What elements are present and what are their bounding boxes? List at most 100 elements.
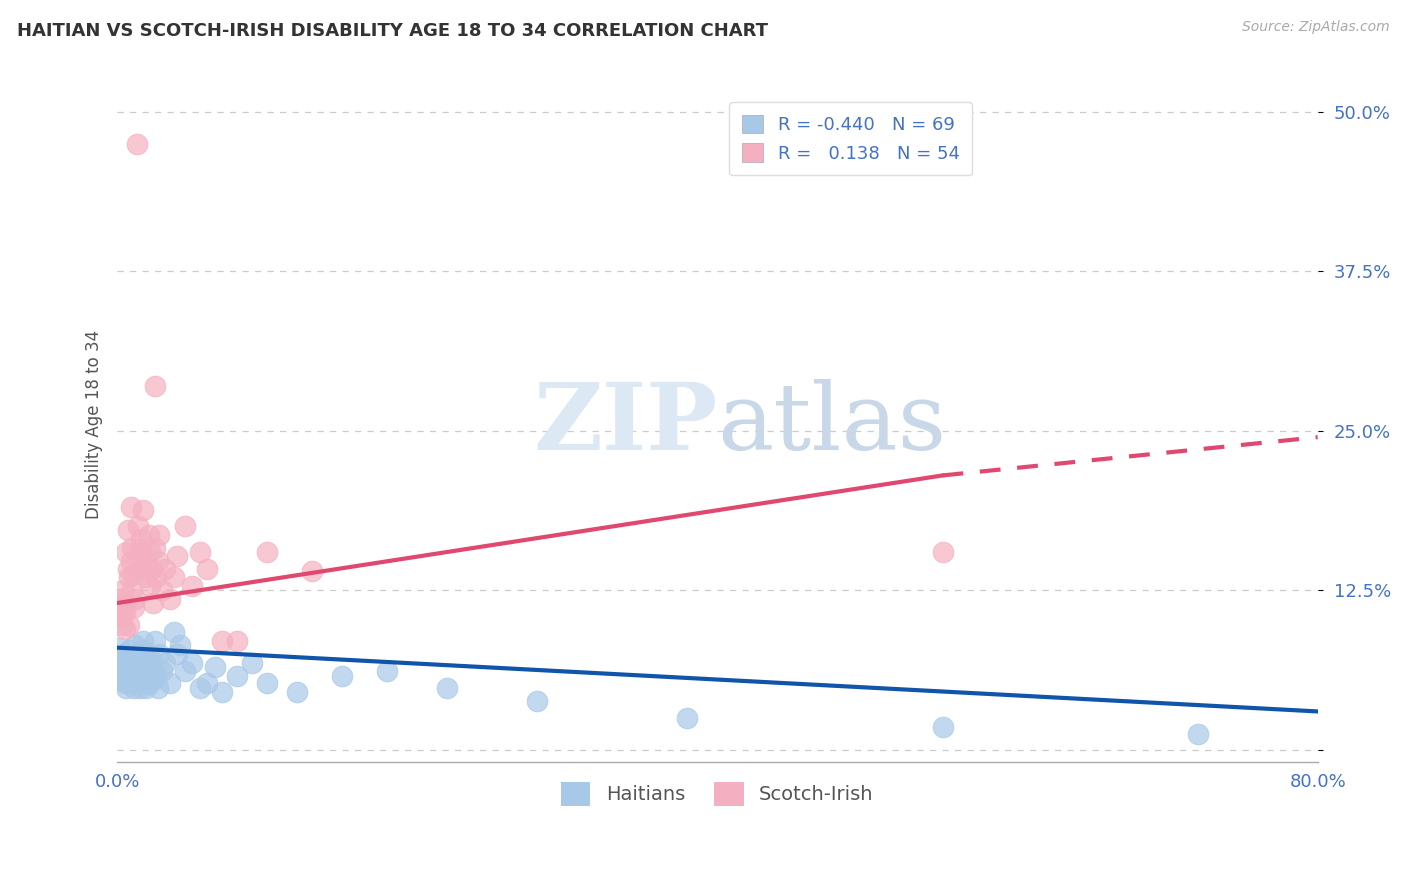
Point [111, 608, 134, 623]
Point [139, 656, 162, 670]
Point [129, 660, 152, 674]
Point [127, 673, 149, 687]
Text: atlas: atlas [717, 379, 946, 469]
Point [181, 579, 204, 593]
Point [125, 664, 148, 678]
Point [117, 653, 139, 667]
Point [931, 720, 953, 734]
Point [136, 647, 159, 661]
Point [108, 664, 131, 678]
Point [163, 570, 186, 584]
Point [240, 656, 263, 670]
Point [139, 545, 162, 559]
Point [117, 561, 139, 575]
Point [114, 622, 136, 636]
Point [111, 617, 134, 632]
Point [145, 570, 167, 584]
Point [375, 664, 398, 678]
Point [125, 647, 148, 661]
Text: Source: ZipAtlas.com: Source: ZipAtlas.com [1241, 20, 1389, 34]
Point [159, 676, 181, 690]
Point [131, 503, 153, 517]
Point [139, 651, 162, 665]
Point [188, 545, 211, 559]
Point [118, 664, 141, 678]
Point [115, 545, 138, 559]
Point [211, 634, 233, 648]
Point [108, 592, 131, 607]
Point [120, 554, 142, 568]
Point [135, 681, 157, 696]
Point [107, 605, 129, 619]
Legend: Haitians, Scotch-Irish: Haitians, Scotch-Irish [554, 774, 882, 814]
Point [141, 561, 163, 575]
Point [146, 681, 169, 696]
Point [138, 528, 160, 542]
Point [173, 664, 195, 678]
Point [127, 519, 149, 533]
Point [676, 711, 699, 725]
Point [173, 519, 195, 533]
Point [111, 651, 134, 665]
Point [143, 379, 166, 393]
Point [226, 634, 249, 648]
Point [120, 673, 142, 687]
Point [226, 669, 249, 683]
Point [256, 676, 278, 690]
Point [118, 570, 141, 584]
Point [134, 549, 156, 563]
Point [122, 599, 145, 614]
Point [124, 592, 146, 607]
Point [121, 651, 143, 665]
Point [129, 676, 152, 690]
Point [150, 583, 173, 598]
Point [122, 660, 145, 674]
Point [114, 605, 136, 619]
Point [526, 694, 548, 708]
Point [111, 673, 134, 687]
Point [120, 500, 142, 515]
Point [139, 579, 162, 593]
Point [134, 673, 156, 687]
Point [112, 583, 135, 598]
Point [143, 541, 166, 556]
Point [121, 676, 143, 690]
Point [1187, 727, 1209, 741]
Point [135, 570, 157, 584]
Point [188, 681, 211, 696]
Point [211, 685, 233, 699]
Point [107, 640, 129, 655]
Point [115, 660, 138, 674]
Point [143, 634, 166, 648]
Point [118, 617, 141, 632]
Point [128, 651, 150, 665]
Point [159, 592, 181, 607]
Point [138, 676, 160, 690]
Point [117, 669, 139, 683]
Text: ZIP: ZIP [533, 379, 717, 469]
Point [195, 676, 218, 690]
Point [115, 681, 138, 696]
Point [150, 664, 173, 678]
Point [121, 583, 143, 598]
Point [129, 533, 152, 547]
Point [195, 561, 218, 575]
Point [142, 673, 165, 687]
Point [146, 554, 169, 568]
Point [128, 541, 150, 556]
Point [112, 599, 135, 614]
Point [118, 643, 141, 657]
Point [135, 664, 157, 678]
Point [125, 136, 148, 151]
Text: HAITIAN VS SCOTCH-IRISH DISABILITY AGE 18 TO 34 CORRELATION CHART: HAITIAN VS SCOTCH-IRISH DISABILITY AGE 1… [17, 22, 768, 40]
Point [128, 681, 150, 696]
Point [120, 656, 142, 670]
Point [163, 625, 186, 640]
Point [204, 660, 226, 674]
Point [169, 638, 191, 652]
Point [122, 681, 145, 696]
Point [112, 656, 135, 670]
Point [122, 566, 145, 581]
Point [166, 549, 188, 563]
Point [142, 596, 165, 610]
